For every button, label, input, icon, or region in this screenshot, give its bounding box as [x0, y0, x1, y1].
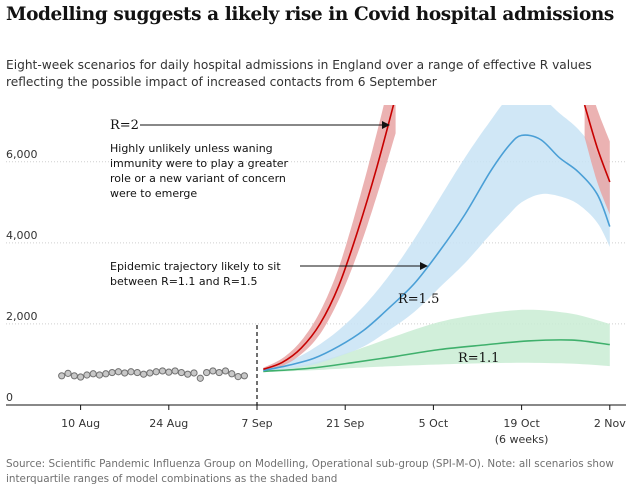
- x-tick-label-2: 7 Sep: [241, 417, 272, 430]
- y-tick-4000: 4,000: [6, 229, 38, 242]
- observed-point-29: [240, 372, 248, 380]
- line-r2-1: [583, 105, 611, 183]
- x-tick-label-4: 5 Oct: [419, 417, 449, 430]
- observed-point-7: [102, 370, 110, 378]
- observed-point-10: [121, 369, 129, 377]
- observed-point-8: [108, 368, 116, 377]
- uncertainty-bands: [263, 105, 610, 373]
- r15-series-label: R=1.5: [398, 292, 439, 307]
- observed-point-24: [209, 367, 217, 375]
- observed-point-13: [140, 370, 148, 378]
- observed-point-22: [196, 374, 204, 382]
- observed-point-1: [64, 369, 72, 377]
- line-r15-2: [263, 134, 611, 372]
- observed-admissions: [58, 367, 248, 382]
- band-r2-1: [584, 105, 610, 215]
- chart-subtitle: Eight-week scenarios for daily hospital …: [6, 58, 592, 89]
- y-tick-6000: 6,000: [6, 148, 38, 161]
- observed-point-3: [77, 373, 85, 381]
- observed-point-2: [70, 372, 78, 380]
- r2-annotation-arrowhead: [382, 121, 390, 129]
- r2-annotation-line-3: role or a new variant of concern: [110, 172, 286, 185]
- x-tick-sublabel-5: (6 weeks): [495, 433, 549, 446]
- observed-point-19: [177, 368, 185, 377]
- band-r2-0: [263, 105, 396, 371]
- x-tick-label-6: 2 Nov: [594, 417, 626, 430]
- band-r11-3: [263, 309, 610, 373]
- annotations: R=2 Highly unlikely unless waning immuni…: [110, 118, 499, 366]
- observed-point-27: [228, 370, 236, 378]
- observed-point-4: [83, 371, 91, 379]
- chart-title: Modelling suggests a likely rise in Covi…: [6, 4, 614, 25]
- observed-point-0: [58, 372, 66, 380]
- observed-point-5: [89, 370, 97, 378]
- trajectory-annotation-line-1: Epidemic trajectory likely to sit: [110, 260, 281, 273]
- trajectory-annotation-line-2: between R=1.1 and R=1.5: [110, 275, 257, 288]
- observed-point-25: [215, 368, 223, 377]
- line-r2-0: [263, 105, 395, 371]
- observed-point-9: [114, 368, 123, 376]
- r2-annotation-line-1: Highly unlikely unless waning: [110, 142, 273, 155]
- x-tick-label-3: 21 Sep: [326, 417, 364, 430]
- observed-point-16: [158, 367, 167, 375]
- y-tick-2000: 2,000: [6, 310, 38, 323]
- x-axis: 10 Aug 24 Aug 7 Sep 21 Sep 5 Oct 19 Oct (6 wee…: [6, 325, 626, 446]
- band-r15-2: [263, 105, 610, 372]
- observed-point-28: [234, 373, 242, 381]
- observed-point-12: [133, 368, 141, 377]
- observed-point-20: [184, 370, 192, 378]
- line-r11-3: [263, 339, 610, 373]
- x-tick-label-1: 24 Aug: [149, 417, 188, 430]
- observed-point-15: [152, 368, 160, 376]
- r11-series-label: R=1.1: [458, 351, 499, 366]
- r2-annotation-line-4: were to emerge: [110, 187, 197, 200]
- observed-point-23: [203, 368, 211, 377]
- x-tick-label-0: 10 Aug: [61, 417, 100, 430]
- observed-point-21: [190, 369, 198, 377]
- y-axis-ticks: 0 2,000 4,000 6,000: [6, 148, 38, 404]
- r2-annotation-line-2: immunity were to play a greater: [110, 157, 289, 170]
- observed-point-18: [171, 367, 179, 375]
- observed-point-17: [165, 368, 173, 376]
- observed-point-6: [95, 371, 104, 379]
- r2-annotation-heading: R=2: [110, 118, 139, 133]
- source-note: Source: Scientific Pandemic Influenza Gr…: [6, 458, 614, 485]
- x-tick-label-5: 19 Oct: [503, 417, 540, 430]
- series-lines: [263, 105, 611, 373]
- trajectory-annotation-arrowhead: [420, 262, 428, 270]
- observed-point-14: [146, 369, 154, 377]
- observed-point-11: [127, 368, 135, 376]
- y-tick-0: 0: [6, 391, 13, 404]
- observed-point-26: [221, 367, 230, 375]
